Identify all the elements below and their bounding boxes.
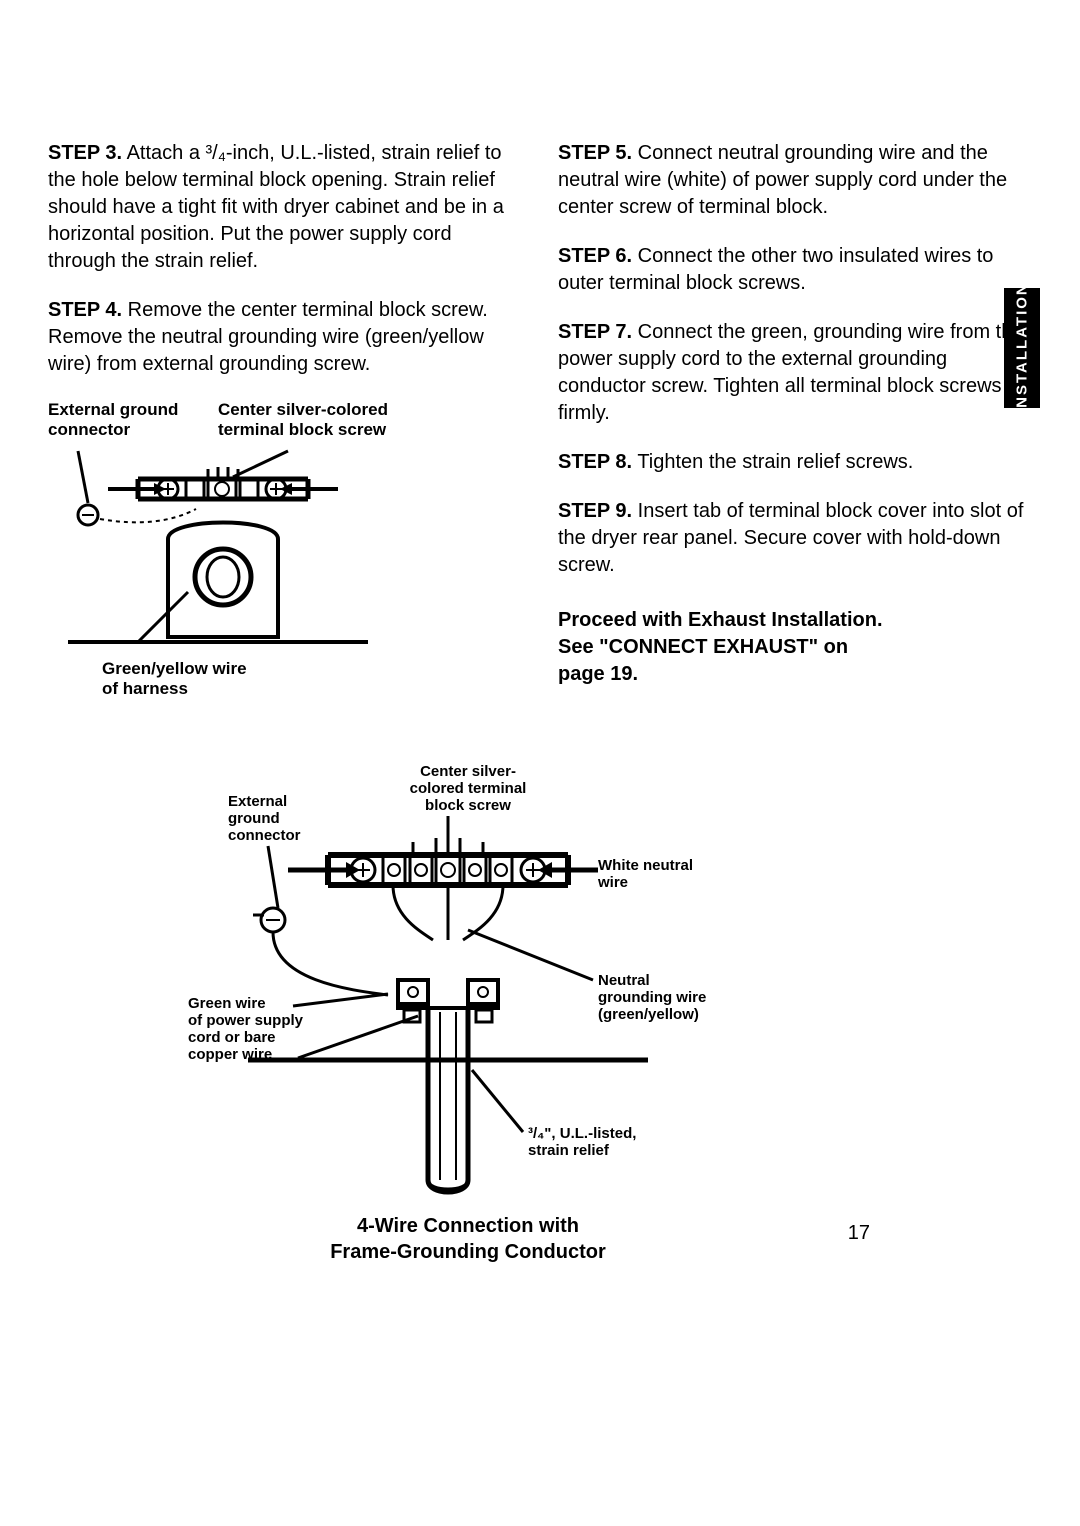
- fig1-gy-l2: of harness: [102, 679, 188, 698]
- fig2-neutral-l3: (green/yellow): [598, 1006, 699, 1023]
- fig2-white-l1: White neutral: [598, 857, 693, 874]
- step-9: STEP 9. Insert tab of terminal block cov…: [558, 498, 1032, 579]
- fig2-caption-l1: 4-Wire Connection with: [357, 1215, 579, 1237]
- fig1-label-green-yellow: Green/yellow wire of harness: [102, 659, 388, 700]
- step-3-label: STEP 3.: [48, 142, 122, 164]
- fig2-green-l2: of power supply: [188, 1012, 304, 1029]
- step-6: STEP 6. Connect the other two insulated …: [558, 243, 1032, 297]
- fig2-ext-l1: External: [228, 793, 287, 810]
- fig2-center-l1: Center silver-: [420, 763, 516, 780]
- proceed-l1: Proceed with Exhaust Installation.: [558, 609, 883, 631]
- fig2-diagram: Center silver- colored terminal block sc…: [168, 760, 768, 1200]
- fig2-caption: 4-Wire Connection with Frame-Grounding C…: [168, 1213, 768, 1265]
- fig2-caption-l2: Frame-Grounding Conductor: [330, 1241, 606, 1263]
- step-5-label: STEP 5.: [558, 142, 632, 164]
- step-8: STEP 8. Tighten the strain relief screws…: [558, 449, 1032, 476]
- fig2-neutral-l2: grounding wire: [598, 989, 706, 1006]
- step-6-label: STEP 6.: [558, 245, 632, 267]
- fig2-strain-l2: strain relief: [528, 1142, 610, 1159]
- fig2-ext-l3: connector: [228, 827, 301, 844]
- fig2-green-l3: cord or bare: [188, 1029, 276, 1046]
- page-number: 17: [848, 1222, 870, 1245]
- fig1-ext-ground-l2: connector: [48, 420, 130, 439]
- fig1-label-external-ground: External ground connector: [48, 400, 178, 441]
- figure-2: Center silver- colored terminal block sc…: [168, 760, 768, 1265]
- step-3: STEP 3. Attach a ³/₄-inch, U.L.-listed, …: [48, 140, 522, 275]
- fig2-green-l1: Green wire: [188, 995, 266, 1012]
- proceed-l2: See "CONNECT EXHAUST" on: [558, 636, 848, 658]
- proceed-note: Proceed with Exhaust Installation. See "…: [558, 607, 1032, 688]
- fig2-center-l2: colored terminal: [410, 780, 527, 797]
- proceed-l3: page 19.: [558, 663, 638, 685]
- step-8-label: STEP 8.: [558, 451, 632, 473]
- step-4-label: STEP 4.: [48, 299, 122, 321]
- fig2-strain-l1: ³/₄", U.L.-listed,: [528, 1125, 636, 1142]
- step-8-text: Tighten the strain relief screws.: [632, 451, 913, 473]
- figure-1: External ground connector Center silver-…: [48, 400, 388, 700]
- fig1-diagram: [48, 447, 388, 647]
- section-tab-installation: INSTALLATION: [1004, 288, 1040, 408]
- step-5: STEP 5. Connect neutral grounding wire a…: [558, 140, 1032, 221]
- step-7: STEP 7. Connect the green, grounding wir…: [558, 319, 1032, 427]
- fig1-label-center-screw: Center silver-colored terminal block scr…: [218, 400, 388, 441]
- step-4: STEP 4. Remove the center terminal block…: [48, 297, 522, 378]
- fig2-neutral-l1: Neutral: [598, 972, 650, 989]
- fig2-ext-l2: ground: [228, 810, 280, 827]
- fig2-white-l2: wire: [597, 874, 628, 891]
- fig1-center-l2: terminal block screw: [218, 420, 386, 439]
- step-7-label: STEP 7.: [558, 321, 632, 343]
- fig1-ext-ground-l1: External ground: [48, 400, 178, 419]
- fig1-gy-l1: Green/yellow wire: [102, 659, 247, 678]
- fig1-center-l1: Center silver-colored: [218, 400, 388, 419]
- fig2-center-l3: block screw: [425, 797, 511, 814]
- step-9-label: STEP 9.: [558, 500, 632, 522]
